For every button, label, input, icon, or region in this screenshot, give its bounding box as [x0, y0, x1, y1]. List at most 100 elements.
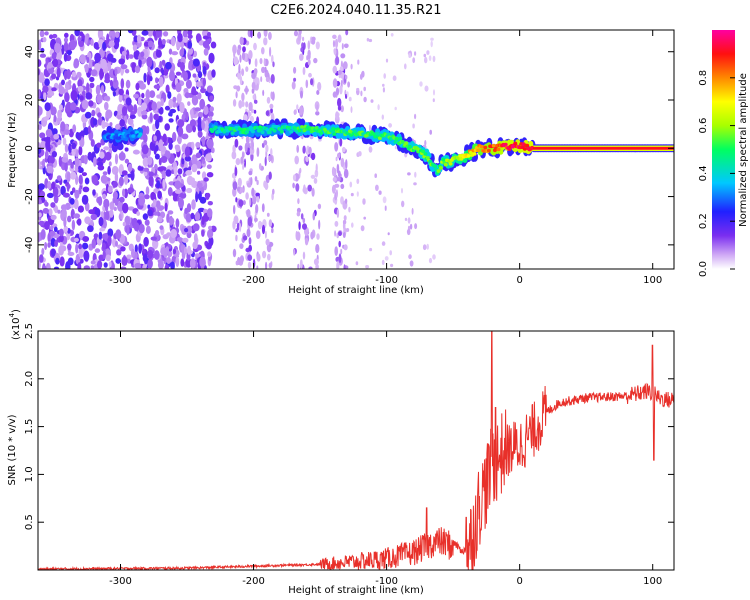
noise-blob: [165, 169, 172, 177]
noise-blob: [105, 254, 111, 262]
noise-blob: [261, 47, 265, 55]
noise-blob: [38, 72, 45, 83]
noise-blob: [332, 91, 337, 98]
noise-blob: [99, 68, 105, 79]
noise-blob: [363, 216, 367, 220]
noise-blob: [207, 201, 213, 206]
noise-blob: [241, 51, 246, 61]
noise-blob: [244, 158, 246, 168]
noise-blob: [49, 34, 54, 39]
noise-blob: [53, 133, 60, 140]
noise-blob: [81, 90, 86, 96]
noise-blob: [195, 141, 201, 148]
noise-blob: [116, 249, 122, 256]
colorbar: 0.0 0.2 0.4 0.6 0.8 Normalized spectral ampl…: [698, 30, 749, 277]
noise-blob: [423, 53, 427, 58]
snr-y-label: SNR (10 * v/v): [7, 414, 18, 485]
noise-blob: [164, 202, 168, 212]
noise-blob: [105, 210, 110, 221]
noise-blob: [211, 147, 215, 154]
noise-blob: [345, 159, 348, 169]
noise-blob: [141, 110, 148, 116]
noise-blob: [169, 70, 175, 82]
noise-blob: [335, 87, 340, 96]
noise-blob: [42, 36, 47, 43]
ridge-blob: [404, 141, 409, 145]
noise-blob: [58, 86, 65, 95]
noise-blob: [142, 49, 149, 59]
noise-blob: [137, 97, 142, 106]
noise-blob: [40, 140, 47, 149]
noise-blob: [404, 63, 407, 70]
noise-blob: [55, 37, 61, 44]
noise-blob: [68, 159, 72, 164]
noise-blob: [184, 92, 190, 99]
noise-blob: [374, 173, 378, 178]
noise-blob: [124, 158, 130, 164]
noise-blob: [339, 85, 343, 95]
noise-blob: [407, 217, 411, 224]
noise-blob: [252, 94, 255, 100]
noise-blob: [58, 228, 64, 237]
noise-blob: [73, 213, 81, 219]
noise-blob: [368, 124, 371, 132]
noise-blob: [129, 114, 136, 120]
noise-blob: [40, 229, 46, 240]
noise-blob: [186, 203, 192, 213]
ridge-blob: [448, 162, 453, 166]
noise-blob: [167, 210, 174, 215]
noise-blob: [73, 60, 78, 69]
noise-blob: [157, 190, 163, 200]
noise-blob: [63, 41, 69, 52]
noise-blob: [99, 227, 106, 232]
noise-blob: [340, 53, 346, 59]
noise-blob: [138, 243, 143, 254]
noise-blob: [109, 201, 115, 211]
noise-blob: [127, 163, 133, 172]
noise-blob: [167, 187, 173, 197]
noise-blob: [154, 67, 160, 74]
noise-blob: [168, 137, 172, 144]
noise-blob: [162, 178, 166, 189]
noise-blob: [63, 129, 71, 135]
noise-blob: [207, 229, 214, 239]
noise-blob: [119, 196, 125, 203]
noise-blob: [185, 258, 192, 268]
noise-blob: [333, 48, 337, 55]
noise-blob: [158, 106, 164, 115]
snr-x-label: Height of straight line (km): [288, 585, 424, 596]
noise-blob: [83, 154, 88, 165]
noise-blob: [124, 174, 129, 186]
noise-blob: [159, 225, 164, 230]
noise-blob: [63, 37, 69, 43]
noise-blob: [82, 186, 90, 193]
noise-blob: [248, 237, 252, 245]
noise-blob: [156, 101, 162, 109]
noise-blob: [115, 229, 122, 240]
noise-blob: [182, 172, 186, 177]
noise-blob: [81, 194, 89, 205]
ridge-blob: [491, 143, 496, 148]
noise-blob: [304, 237, 309, 246]
noise-blob: [297, 198, 300, 205]
ridge-blob: [522, 147, 527, 151]
noise-blob: [414, 223, 418, 230]
noise-blob: [195, 33, 202, 42]
x-tick-label: -200: [242, 275, 265, 286]
ridge-blob: [260, 130, 265, 134]
noise-blob: [315, 41, 320, 50]
noise-blob: [96, 94, 103, 104]
noise-blob: [394, 106, 397, 111]
noise-blob: [69, 198, 75, 205]
y-tick-label: 20: [24, 94, 35, 107]
noise-blob: [52, 186, 59, 197]
snr-y-axis: 0.5 1.0 1.5 2.0 2.5: [24, 323, 674, 530]
ridge-blob: [314, 126, 319, 130]
noise-blob: [266, 96, 271, 104]
noise-blob: [432, 254, 436, 260]
noise-blob: [84, 111, 92, 119]
noise-blob: [241, 100, 245, 107]
noise-blob: [263, 30, 268, 37]
noise-blob: [340, 105, 345, 113]
noise-blob: [149, 112, 153, 123]
